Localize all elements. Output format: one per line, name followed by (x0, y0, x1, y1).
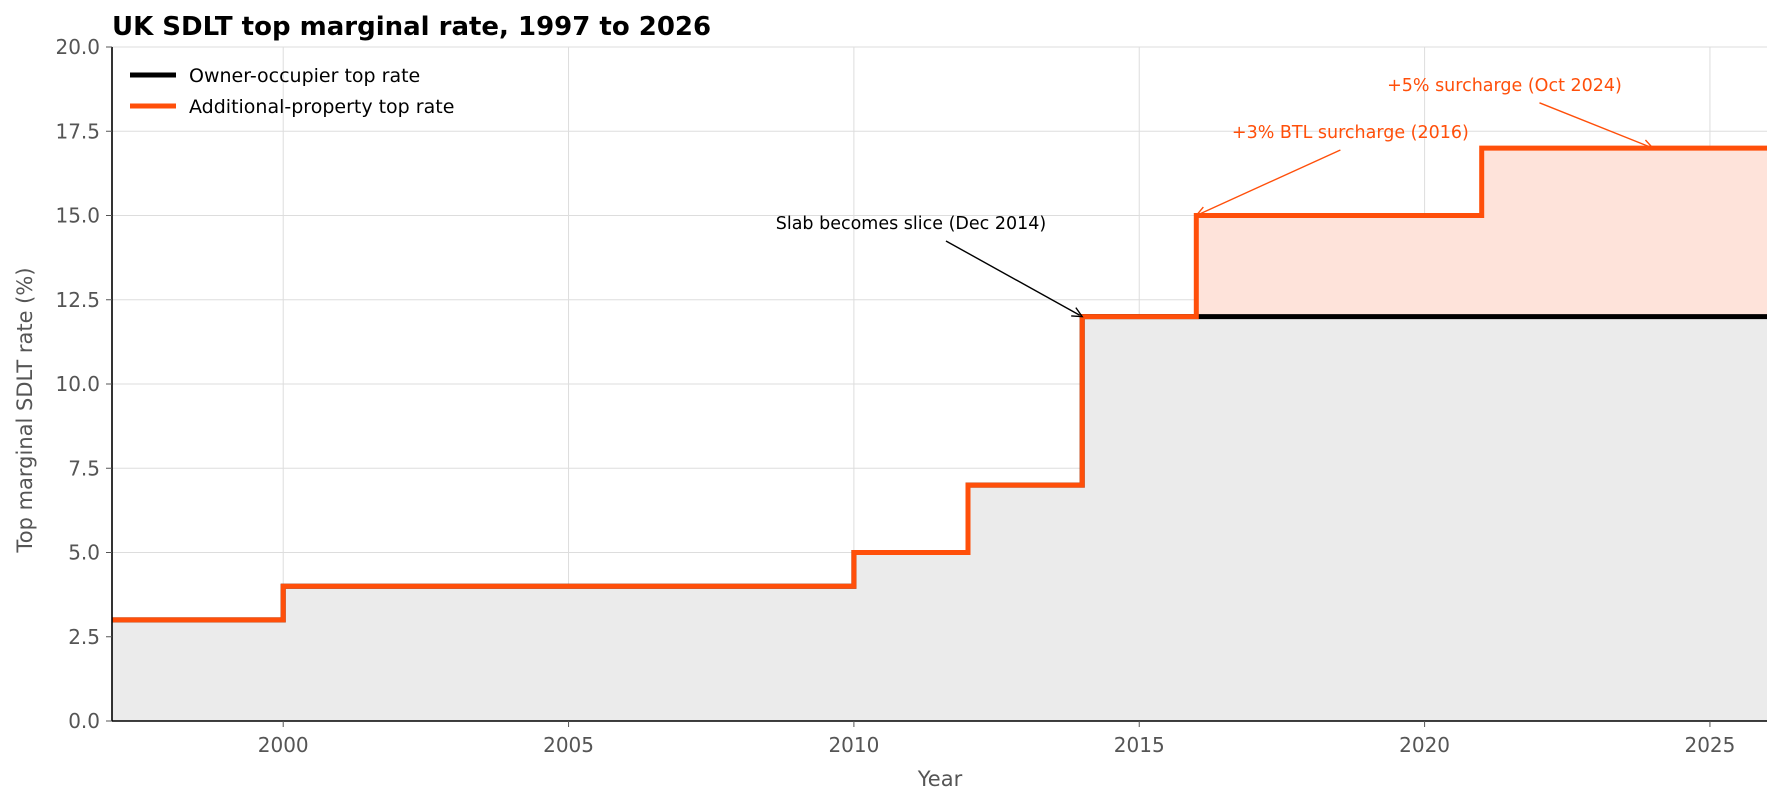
annotation-arrow (945, 240, 1080, 316)
area-fills (112, 148, 1767, 721)
x-tick-label: 2005 (543, 733, 594, 757)
annotation-arrowhead (1194, 206, 1208, 217)
legend-additional-label: Additional-property top rate (189, 96, 454, 118)
y-tick-label: 12.5 (55, 288, 100, 312)
series-lines (112, 145, 1767, 623)
x-tick-label: 2000 (258, 733, 309, 757)
annotation-arrow (1198, 149, 1341, 215)
annotation-arrow (1539, 102, 1651, 148)
annotation-text: +3% BTL surcharge (2016) (1232, 123, 1469, 143)
x-tick-label: 2010 (828, 733, 879, 757)
annotation-arrowhead (1641, 139, 1655, 150)
annotation-text: +5% surcharge (Oct 2024) (1387, 76, 1622, 96)
legend-owner-label: Owner-occupier top rate (189, 65, 420, 87)
x-tick-label: 2015 (1114, 733, 1165, 757)
y-tick-label: 15.0 (55, 204, 100, 228)
y-axis-label: Top marginal SDLT rate (%) (13, 267, 37, 553)
surcharge-area (112, 148, 1767, 620)
y-tick-label: 2.5 (68, 625, 100, 649)
legend: Owner-occupier top rate Additional-proper… (130, 65, 454, 118)
x-tick-label: 2020 (1399, 733, 1450, 757)
y-tick-label: 0.0 (68, 709, 100, 733)
owner-area (112, 316, 1767, 721)
x-tick-label: 2025 (1684, 733, 1735, 757)
annotation-arrowhead (1071, 307, 1084, 318)
y-tick-label: 17.5 (55, 119, 100, 143)
annotation-text: Slab becomes slice (Dec 2014) (776, 214, 1046, 234)
chart-title: UK SDLT top marginal rate, 1997 to 2026 (112, 12, 711, 42)
x-axis-label: Year (917, 767, 963, 791)
y-tick-label: 7.5 (68, 456, 100, 480)
additional-property-line (112, 145, 1767, 623)
tick-labels: 2000 2005 2010 2015 2020 2025 0.0 2.5 5.0 7.5 10.0… (55, 35, 1735, 757)
annotations: Slab becomes slice (Dec 2014) +3% BTL sur… (776, 76, 1655, 318)
y-tick-label: 20.0 (55, 35, 100, 59)
y-tick-label: 10.0 (55, 372, 100, 396)
y-tick-label: 5.0 (68, 541, 100, 565)
